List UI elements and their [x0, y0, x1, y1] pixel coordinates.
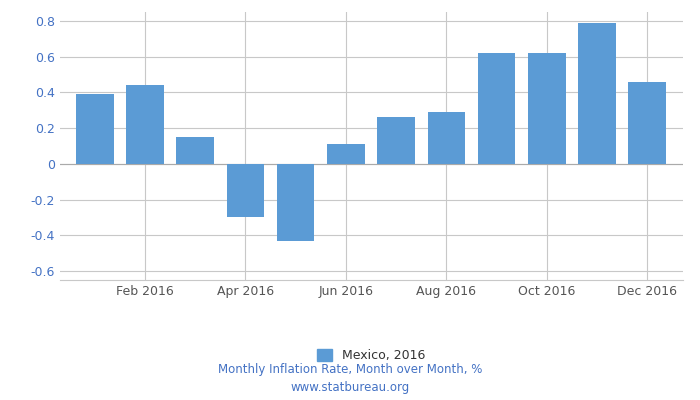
Bar: [528, 53, 566, 164]
Text: www.statbureau.org: www.statbureau.org: [290, 381, 410, 394]
Bar: [176, 137, 214, 164]
Bar: [276, 164, 314, 241]
Legend: Mexico, 2016: Mexico, 2016: [317, 349, 425, 362]
Bar: [578, 23, 616, 164]
Text: Monthly Inflation Rate, Month over Month, %: Monthly Inflation Rate, Month over Month…: [218, 364, 482, 376]
Bar: [227, 164, 264, 218]
Bar: [428, 112, 466, 164]
Bar: [126, 85, 164, 164]
Bar: [629, 82, 666, 164]
Bar: [377, 118, 415, 164]
Bar: [478, 53, 515, 164]
Bar: [76, 94, 113, 164]
Bar: [327, 144, 365, 164]
